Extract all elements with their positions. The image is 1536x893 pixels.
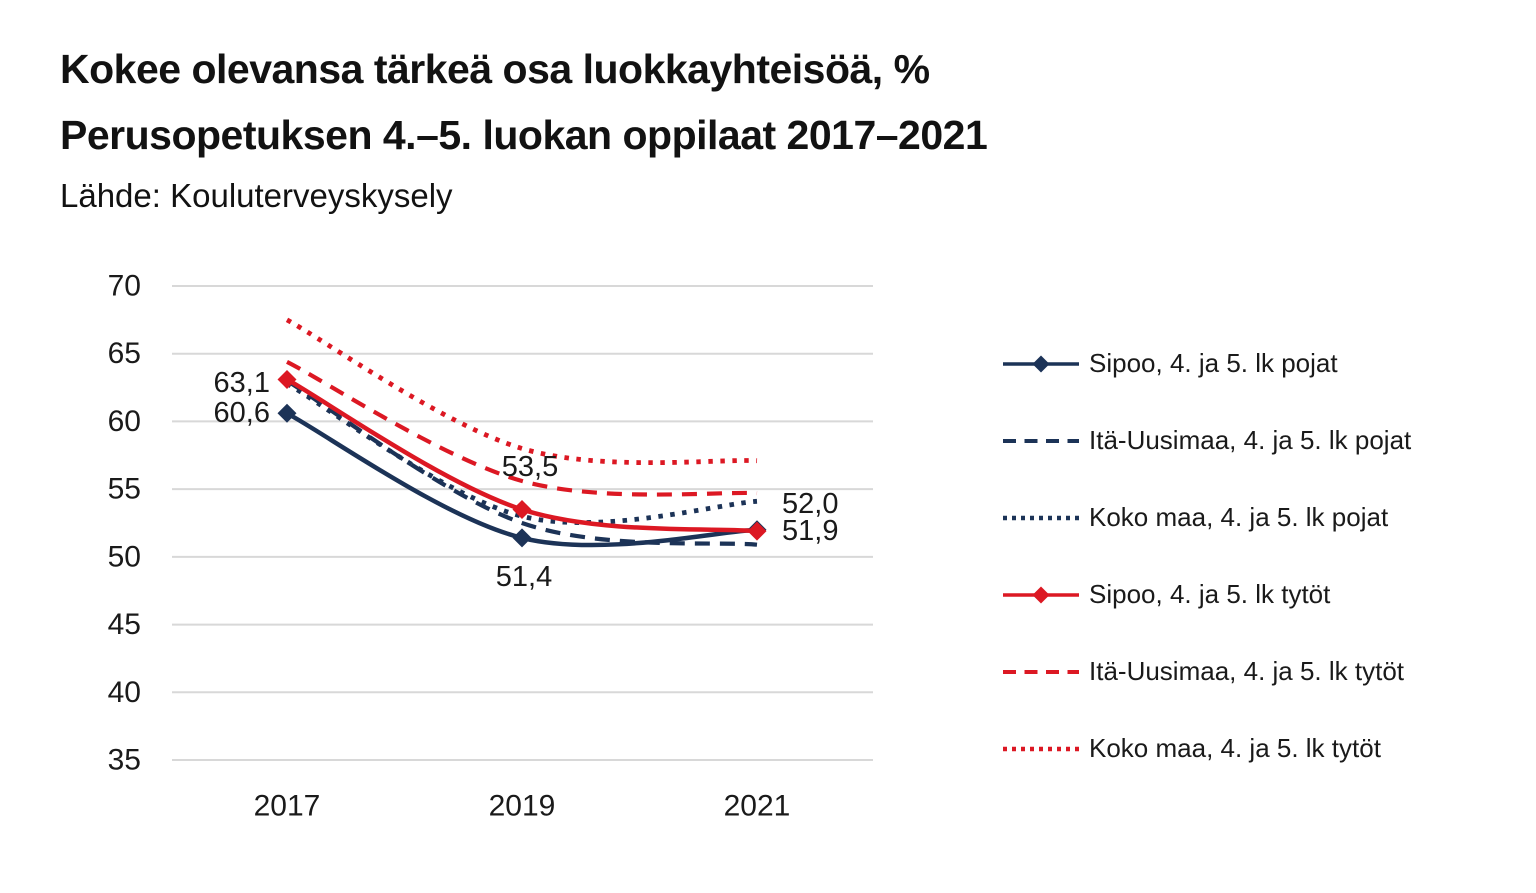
series-marker	[512, 499, 532, 519]
legend-line-sample	[1003, 438, 1079, 443]
y-tick-label: 50	[108, 540, 141, 573]
legend-label: Itä-Uusimaa, 4. ja 5. lk pojat	[1089, 425, 1412, 455]
legend-label: Koko maa, 4. ja 5. lk tytöt	[1089, 733, 1381, 763]
x-tick-label: 2019	[489, 790, 556, 823]
series-marker	[277, 403, 297, 423]
legend-diamond-marker	[1032, 586, 1050, 603]
series-marker	[747, 521, 767, 541]
legend-line-sample	[1003, 746, 1079, 751]
y-tick-label: 45	[108, 608, 141, 641]
series-line	[285, 317, 758, 466]
x-tick-label: 2017	[254, 790, 321, 823]
data-label: 52,0	[782, 488, 838, 520]
legend-item-4: Itä-Uusimaa, 4. ja 5. lk tytöt	[1002, 633, 1411, 710]
chart-source: Lähde: Kouluterveyskysely	[60, 177, 453, 214]
y-tick-label: 65	[108, 337, 141, 370]
data-label: 63,1	[214, 367, 270, 399]
series-marker	[512, 528, 532, 548]
line-chart: 70 65 60 55 50 45 40 35 2017 2019 2021 63,160,6 53,5…	[108, 270, 873, 823]
y-tick-label: 55	[108, 473, 141, 506]
legend-line-sample	[1003, 669, 1079, 674]
chart-legend: Sipoo, 4. ja 5. lk pojat Itä-Uusimaa, 4. …	[1002, 325, 1411, 787]
x-tick-label: 2021	[724, 790, 791, 823]
y-tick-label: 35	[108, 744, 141, 777]
legend-line-sample	[1003, 515, 1079, 520]
legend-item-0: Sipoo, 4. ja 5. lk pojat	[1002, 325, 1411, 402]
series-marker	[277, 369, 297, 389]
legend-label: Koko maa, 4. ja 5. lk pojat	[1089, 502, 1389, 532]
series-line	[286, 359, 758, 497]
y-tick-label: 70	[108, 270, 141, 303]
chart-title-line2: Perusopetuksen 4.–5. luokan oppilaat 201…	[60, 112, 988, 158]
legend-label: Sipoo, 4. ja 5. lk tytöt	[1089, 579, 1331, 609]
legend-line-sample	[1003, 586, 1079, 603]
series-line	[285, 379, 758, 547]
legend-item-5: Koko maa, 4. ja 5. lk tytöt	[1002, 710, 1411, 787]
data-label: 51,4	[496, 561, 552, 593]
legend-label: Sipoo, 4. ja 5. lk pojat	[1089, 348, 1338, 378]
legend-line-sample	[1003, 355, 1079, 372]
data-label: 53,5	[502, 451, 558, 483]
legend-label: Itä-Uusimaa, 4. ja 5. lk tytöt	[1089, 656, 1405, 686]
y-tick-label: 60	[108, 405, 141, 438]
y-tick-label: 40	[108, 676, 141, 709]
legend-item-1: Itä-Uusimaa, 4. ja 5. lk pojat	[1002, 402, 1411, 479]
legend-item-3: Sipoo, 4. ja 5. lk tytöt	[1002, 556, 1411, 633]
title-block: Kokee olevansa tärkeä osa luokkayhteisöä…	[60, 36, 988, 220]
data-label: 60,6	[214, 397, 270, 429]
legend-item-2: Koko maa, 4. ja 5. lk pojat	[1002, 479, 1411, 556]
data-label: 51,9	[782, 515, 838, 547]
legend-diamond-marker	[1032, 355, 1050, 372]
chart-title-line1: Kokee olevansa tärkeä osa luokkayhteisöä…	[60, 46, 930, 92]
